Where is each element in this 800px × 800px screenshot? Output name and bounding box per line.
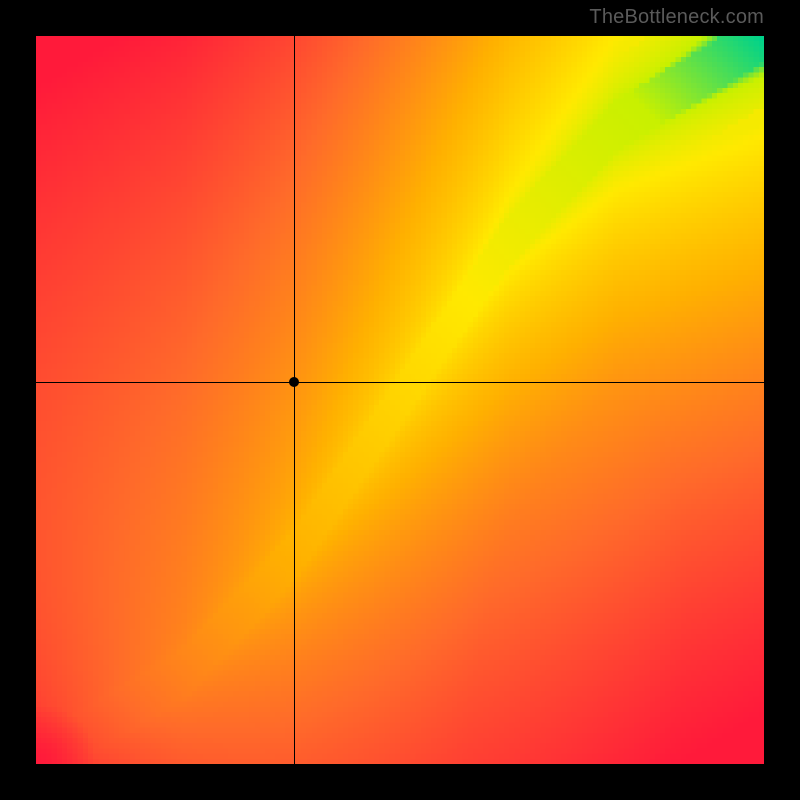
crosshair-marker[interactable] (289, 377, 299, 387)
bottleneck-heatmap (36, 36, 764, 764)
watermark: TheBottleneck.com (589, 6, 764, 29)
crosshair-horizontal (36, 382, 764, 383)
heatmap-canvas (36, 36, 764, 764)
crosshair-vertical (294, 36, 295, 764)
